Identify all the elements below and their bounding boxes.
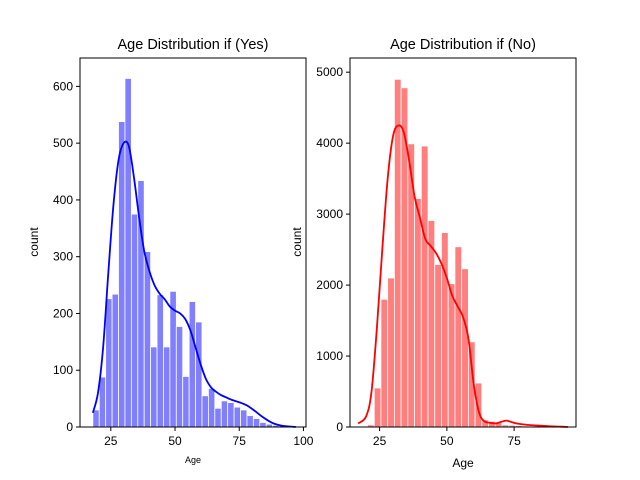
x-axis-ticks: 25 50 75	[373, 427, 521, 448]
histogram-bar	[246, 415, 254, 428]
x-tick-label: 100	[293, 434, 313, 448]
histogram-bar	[447, 283, 456, 428]
y-tick-label: 100	[53, 363, 73, 377]
y-tick-label: 0	[66, 420, 73, 434]
histogram-bar	[182, 376, 190, 428]
x-tick-label: 50	[168, 434, 182, 448]
histogram-bar	[111, 293, 119, 428]
histogram-bar	[214, 407, 222, 428]
kde-line	[357, 124, 568, 428]
y-tick-label: 3000	[316, 207, 343, 221]
histogram-bar	[233, 406, 241, 428]
histogram-bar	[130, 213, 139, 428]
plot-frame	[349, 57, 577, 428]
histogram-bar	[461, 268, 469, 428]
histogram-bar	[474, 382, 483, 428]
x-tick-label: 75	[507, 434, 521, 448]
y-tick-label: 600	[53, 79, 73, 93]
y-axis-label: count	[290, 227, 304, 257]
histogram-bar	[252, 418, 261, 428]
histogram-bar	[393, 78, 402, 428]
y-axis-ticks: 0 1000 2000 3000 4000 5000	[316, 65, 350, 434]
histogram-bar	[124, 78, 132, 428]
histogram-bar	[441, 232, 449, 428]
histogram-bar	[373, 387, 382, 428]
histogram-bar	[143, 251, 152, 428]
x-tick-label: 25	[373, 434, 387, 448]
plot-frame	[79, 57, 307, 428]
x-tick-label: 25	[104, 434, 118, 448]
chart-panel-no: Age Distribution if (No) 25 50 75 0 1000 200…	[290, 37, 577, 470]
histogram-bar	[156, 294, 164, 428]
y-axis-ticks: 0 100 200 300 400 500 600	[53, 79, 80, 434]
histogram-bar	[414, 198, 422, 428]
chart-title: Age Distribution if (Yes)	[118, 37, 269, 53]
y-axis-label: count	[27, 227, 41, 257]
y-tick-label: 300	[53, 250, 73, 264]
x-tick-label: 50	[440, 434, 454, 448]
histogram-bar	[454, 246, 463, 428]
x-axis-ticks: 25 50 75 100	[104, 427, 314, 448]
histogram-bar	[105, 298, 113, 428]
y-tick-label: 200	[53, 306, 73, 320]
histogram-bar	[150, 346, 158, 428]
histogram-bar	[163, 346, 171, 428]
kde-line	[91, 140, 296, 428]
histogram-bar	[118, 121, 126, 428]
x-tick-label: 75	[233, 434, 247, 448]
histogram-bars	[92, 78, 299, 428]
histogram-bar	[387, 277, 395, 428]
histogram-bar	[427, 220, 436, 428]
y-tick-label: 400	[53, 193, 73, 207]
y-tick-label: 1000	[316, 349, 343, 363]
histogram-bar	[259, 422, 267, 428]
histogram-bar	[227, 402, 235, 428]
y-tick-label: 4000	[316, 136, 343, 150]
y-tick-label: 0	[336, 420, 343, 434]
histogram-bar	[220, 400, 229, 428]
histogram-bar	[420, 145, 429, 428]
histogram-bar	[188, 301, 196, 428]
y-tick-label: 2000	[316, 278, 343, 292]
histogram-bar	[434, 264, 442, 428]
histogram-bar	[208, 387, 216, 428]
chart-title: Age Distribution if (No)	[390, 37, 536, 53]
histogram-bar	[195, 321, 203, 428]
chart-panel-yes: Age Distribution if (Yes) 25 50 75 100 0 100…	[27, 37, 314, 465]
y-tick-label: 5000	[316, 65, 343, 79]
histogram-bar	[98, 376, 107, 428]
histogram-bars	[367, 78, 577, 428]
x-axis-label: Age	[452, 456, 474, 470]
histogram-bar	[175, 326, 184, 428]
y-tick-label: 500	[53, 136, 73, 150]
histogram-bar	[380, 298, 389, 428]
x-axis-label: Age	[185, 455, 201, 465]
histogram-bar	[240, 409, 248, 428]
histogram-bar	[201, 395, 209, 428]
